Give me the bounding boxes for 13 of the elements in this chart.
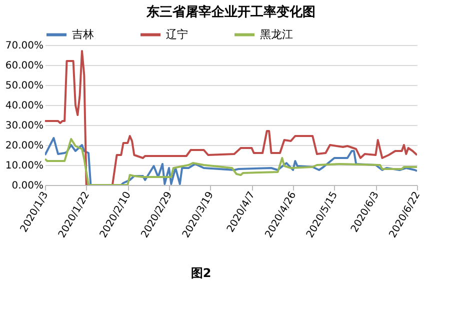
y-tick-label: 60.00% [5, 60, 44, 72]
legend-label: 吉林 [72, 28, 94, 41]
caption: 图2 [190, 266, 212, 280]
y-tick-label: 0.00% [12, 180, 44, 192]
legend-label: 辽宁 [166, 28, 188, 41]
y-tick-label: 40.00% [5, 100, 44, 112]
y-tick-label: 30.00% [5, 120, 44, 132]
y-tick-label: 10.00% [5, 160, 44, 172]
chart-title: 东三省屠宰企业开工率变化图 [146, 4, 316, 20]
legend-label: 黑龙江 [260, 28, 293, 41]
y-tick-label: 70.00% [5, 40, 44, 52]
y-tick-label: 50.00% [5, 80, 44, 92]
y-tick-label: 20.00% [5, 140, 44, 152]
